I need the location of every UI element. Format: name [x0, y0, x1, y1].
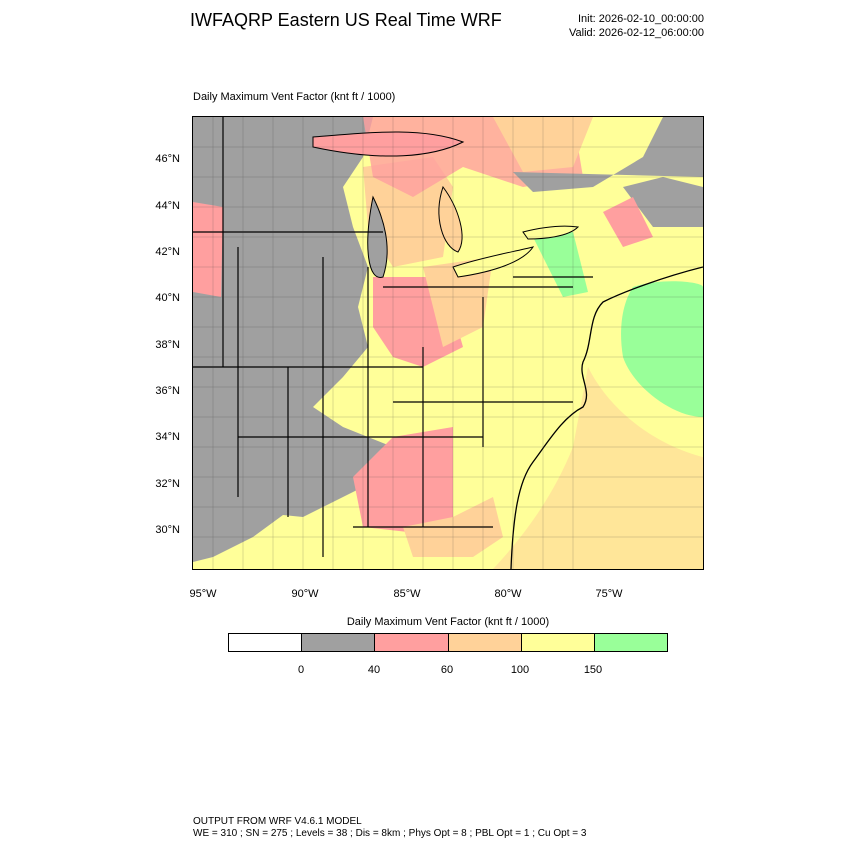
valid-time: Valid: 2026-02-12_06:00:00 [569, 27, 704, 39]
lat-label-30: 30°N [155, 524, 180, 536]
colorbar-tick-150: 150 [583, 664, 603, 676]
lake-michigan [367, 195, 388, 278]
colorbar-tick-60: 60 [440, 664, 454, 676]
lon-label-95: 95°W [189, 588, 217, 600]
colorbar-bin-below-0 [229, 634, 303, 651]
colorbar-bin-60-100 [448, 634, 522, 651]
lake-huron [438, 185, 463, 253]
lat-label-38: 38°N [155, 339, 180, 351]
atlantic-high-region [621, 281, 703, 417]
lat-label-40: 40°N [155, 292, 180, 304]
county-grid [193, 117, 703, 569]
model-info-line2: WE = 310 ; SN = 275 ; Levels = 38 ; Dis … [193, 828, 587, 839]
lon-label-85: 85°W [393, 588, 421, 600]
colorbar-bin-40-60 [375, 634, 449, 651]
lat-label-32: 32°N [155, 478, 180, 490]
gray-land-maine [623, 177, 703, 227]
pink-region-georgia [353, 427, 453, 537]
map-panel [192, 116, 704, 570]
lake-ontario [522, 225, 580, 240]
lon-label-80: 80°W [494, 588, 522, 600]
pink-region-iowa [193, 202, 223, 297]
init-time: Init: 2026-02-10_00:00:00 [578, 13, 704, 25]
legend-title: Daily Maximum Vent Factor (knt ft / 1000… [346, 616, 550, 628]
colorbar-tick-0: 0 [297, 664, 305, 676]
lat-label-44: 44°N [155, 200, 180, 212]
green-region-pennsylvania [533, 232, 588, 297]
lat-label-46: 46°N [155, 153, 180, 165]
colorbar-bin-above-150 [594, 634, 668, 651]
colorbar-tick-40: 40 [367, 664, 381, 676]
lake-superior [312, 131, 465, 157]
map-subtitle: Daily Maximum Vent Factor (knt ft / 1000… [193, 91, 396, 103]
colorbar-bin-0-40 [302, 634, 376, 651]
orange-region-ohio [423, 257, 493, 347]
page-title: IWFAQRP Eastern US Real Time WRF [190, 10, 502, 30]
lon-label-90: 90°W [291, 588, 319, 600]
colorbar-tick-100: 100 [510, 664, 530, 676]
pink-region-newengland [603, 197, 653, 247]
model-info-line1: OUTPUT FROM WRF V4.6.1 MODEL [193, 816, 362, 827]
lon-label-75: 75°W [595, 588, 623, 600]
gray-land-canada [513, 117, 703, 192]
lat-label-36: 36°N [155, 385, 180, 397]
offshore-orange-band [493, 367, 703, 569]
colorbar [228, 633, 668, 652]
colorbar-bin-100-150 [521, 634, 595, 651]
lat-label-42: 42°N [155, 246, 180, 258]
lat-label-34: 34°N [155, 431, 180, 443]
vent-factor-map [193, 117, 703, 569]
